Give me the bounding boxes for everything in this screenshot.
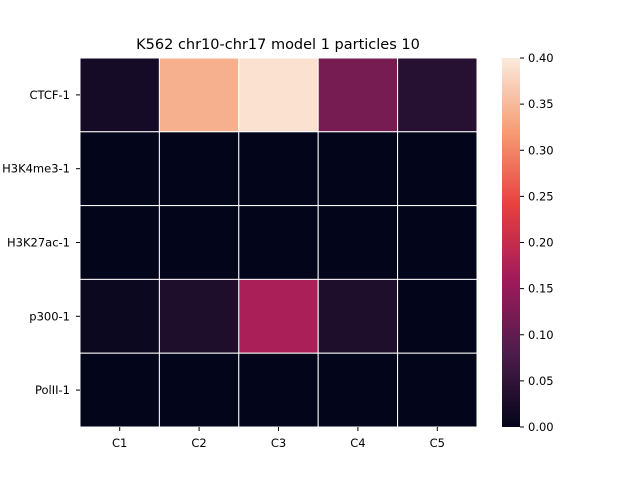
heatmap-cell-H3K4me3-1-C2 xyxy=(158,131,240,207)
heatmap-cell-PolII-1-C1 xyxy=(79,352,160,428)
heatmap-cell-PolII-1-C4 xyxy=(317,352,399,428)
heatmap-cell-CTCF-1-C3 xyxy=(238,57,319,133)
heatmap-cell-CTCF-1-C4 xyxy=(317,57,399,133)
heatmap-cells xyxy=(79,57,478,428)
colorbar-tick-label: 0.15 xyxy=(528,282,554,296)
colorbar-tick-label: 0.00 xyxy=(528,420,554,434)
colorbar-tick-label: 0.20 xyxy=(528,236,554,250)
colorbar-tick-label: 0.25 xyxy=(528,189,554,203)
heatmap-cell-H3K27ac-1-C1 xyxy=(79,205,160,280)
colorbar: 0.00 0.05 0.10 0.15 0.20 0.25 0.30 0.35 0.40 xyxy=(502,51,554,434)
colorbar-tick-label: 0.10 xyxy=(528,328,554,342)
heatmap-cell-p300-1-C1 xyxy=(79,278,160,354)
heatmap-cell-H3K27ac-1-C2 xyxy=(158,205,240,280)
heatmap-cell-CTCF-1-C5 xyxy=(397,57,478,133)
heatmap-cell-PolII-1-C2 xyxy=(158,352,240,428)
row-label: H3K27ac-1 xyxy=(7,236,70,250)
chart-title: K562 chr10-chr17 model 1 particles 10 xyxy=(136,37,420,53)
row-labels: CTCF-1 H3K4me3-1 H3K27ac-1 p300-1 PolII-1 xyxy=(2,88,80,397)
heatmap-cell-H3K4me3-1-C1 xyxy=(79,131,160,207)
colorbar-tick-label: 0.40 xyxy=(528,51,554,65)
heatmap-cell-p300-1-C4 xyxy=(317,278,399,354)
colorbar-tick-label: 0.30 xyxy=(528,143,554,157)
heatmap-cell-H3K4me3-1-C4 xyxy=(317,131,399,207)
colorbar-tick-label: 0.35 xyxy=(528,97,554,111)
row-label: CTCF-1 xyxy=(30,88,71,102)
heatmap-cell-p300-1-C5 xyxy=(397,278,478,354)
colorbar-gradient xyxy=(502,58,520,427)
heatmap-cell-H3K27ac-1-C5 xyxy=(397,205,478,280)
heatmap-cell-PolII-1-C5 xyxy=(397,352,478,428)
heatmap-cell-PolII-1-C3 xyxy=(238,352,319,428)
heatmap-cell-H3K27ac-1-C3 xyxy=(238,205,319,280)
column-label: C3 xyxy=(271,436,286,450)
heatmap-cell-CTCF-1-C1 xyxy=(79,57,160,133)
column-label: C5 xyxy=(430,436,445,450)
row-label: p300-1 xyxy=(29,309,70,323)
colorbar-tick-label: 0.05 xyxy=(528,374,554,388)
column-label: C4 xyxy=(350,436,365,450)
row-label: PolII-1 xyxy=(35,383,70,397)
heatmap-cell-p300-1-C3 xyxy=(238,278,319,354)
heatmap-cell-H3K27ac-1-C4 xyxy=(317,205,399,280)
column-labels: C1 C2 C3 C4 C5 xyxy=(112,427,445,450)
heatmap-cell-H3K4me3-1-C5 xyxy=(397,131,478,207)
column-label: C1 xyxy=(112,436,127,450)
column-label: C2 xyxy=(191,436,206,450)
row-label: H3K4me3-1 xyxy=(2,162,70,176)
heatmap-cell-H3K4me3-1-C3 xyxy=(238,131,319,207)
heatmap-cell-CTCF-1-C2 xyxy=(158,57,240,133)
heatmap-cell-p300-1-C2 xyxy=(158,278,240,354)
